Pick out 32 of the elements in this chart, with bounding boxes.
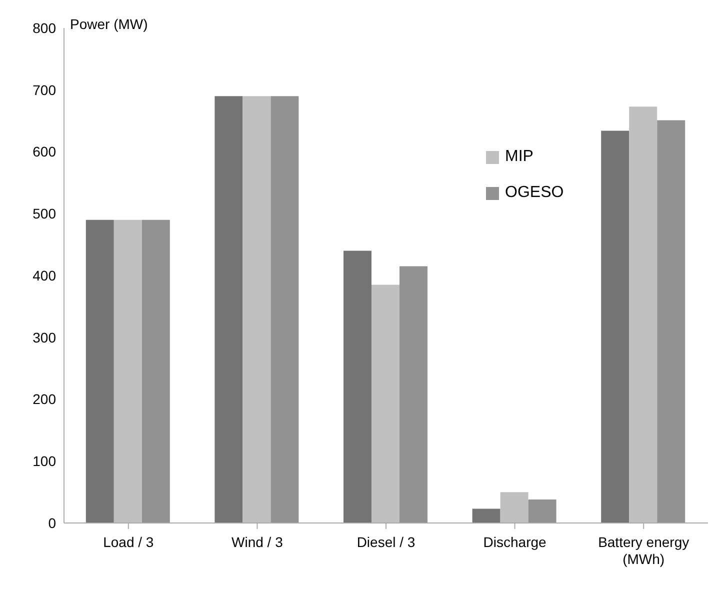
bar xyxy=(371,284,400,523)
x-tick-label: Load / 3 xyxy=(103,534,154,550)
bar xyxy=(657,120,686,523)
bar xyxy=(242,96,271,523)
y-tick-label: 100 xyxy=(32,453,56,470)
y-tick-label: 500 xyxy=(32,206,56,222)
bar xyxy=(214,96,243,523)
y-tick-label: 0 xyxy=(48,514,56,531)
x-tick-label: Wind / 3 xyxy=(232,534,284,550)
bar xyxy=(343,250,372,523)
legend-label: MIP xyxy=(505,148,534,166)
legend-label: OGESO xyxy=(505,184,564,202)
bar xyxy=(86,220,114,523)
x-tick-label: Battery energy (MWh) xyxy=(598,534,690,567)
bar xyxy=(399,266,428,523)
y-tick-label: 600 xyxy=(32,144,56,160)
y-tick-label: 700 xyxy=(32,82,56,98)
y-tick-label: 400 xyxy=(32,267,56,284)
y-tick-label: 800 xyxy=(32,20,56,36)
bar xyxy=(528,499,556,523)
bar xyxy=(270,96,299,523)
bar xyxy=(629,106,658,523)
x-tick-label: Diesel / 3 xyxy=(356,534,416,550)
bar xyxy=(142,220,170,523)
bar xyxy=(601,130,630,523)
y-tick-label: 200 xyxy=(32,391,56,408)
bar xyxy=(472,508,500,523)
bar xyxy=(114,220,142,523)
x-tick-label: Discharge xyxy=(483,534,547,550)
bar xyxy=(500,492,528,523)
y-axis-title: Power (MW) xyxy=(70,16,148,32)
y-tick-label: 300 xyxy=(32,329,56,346)
